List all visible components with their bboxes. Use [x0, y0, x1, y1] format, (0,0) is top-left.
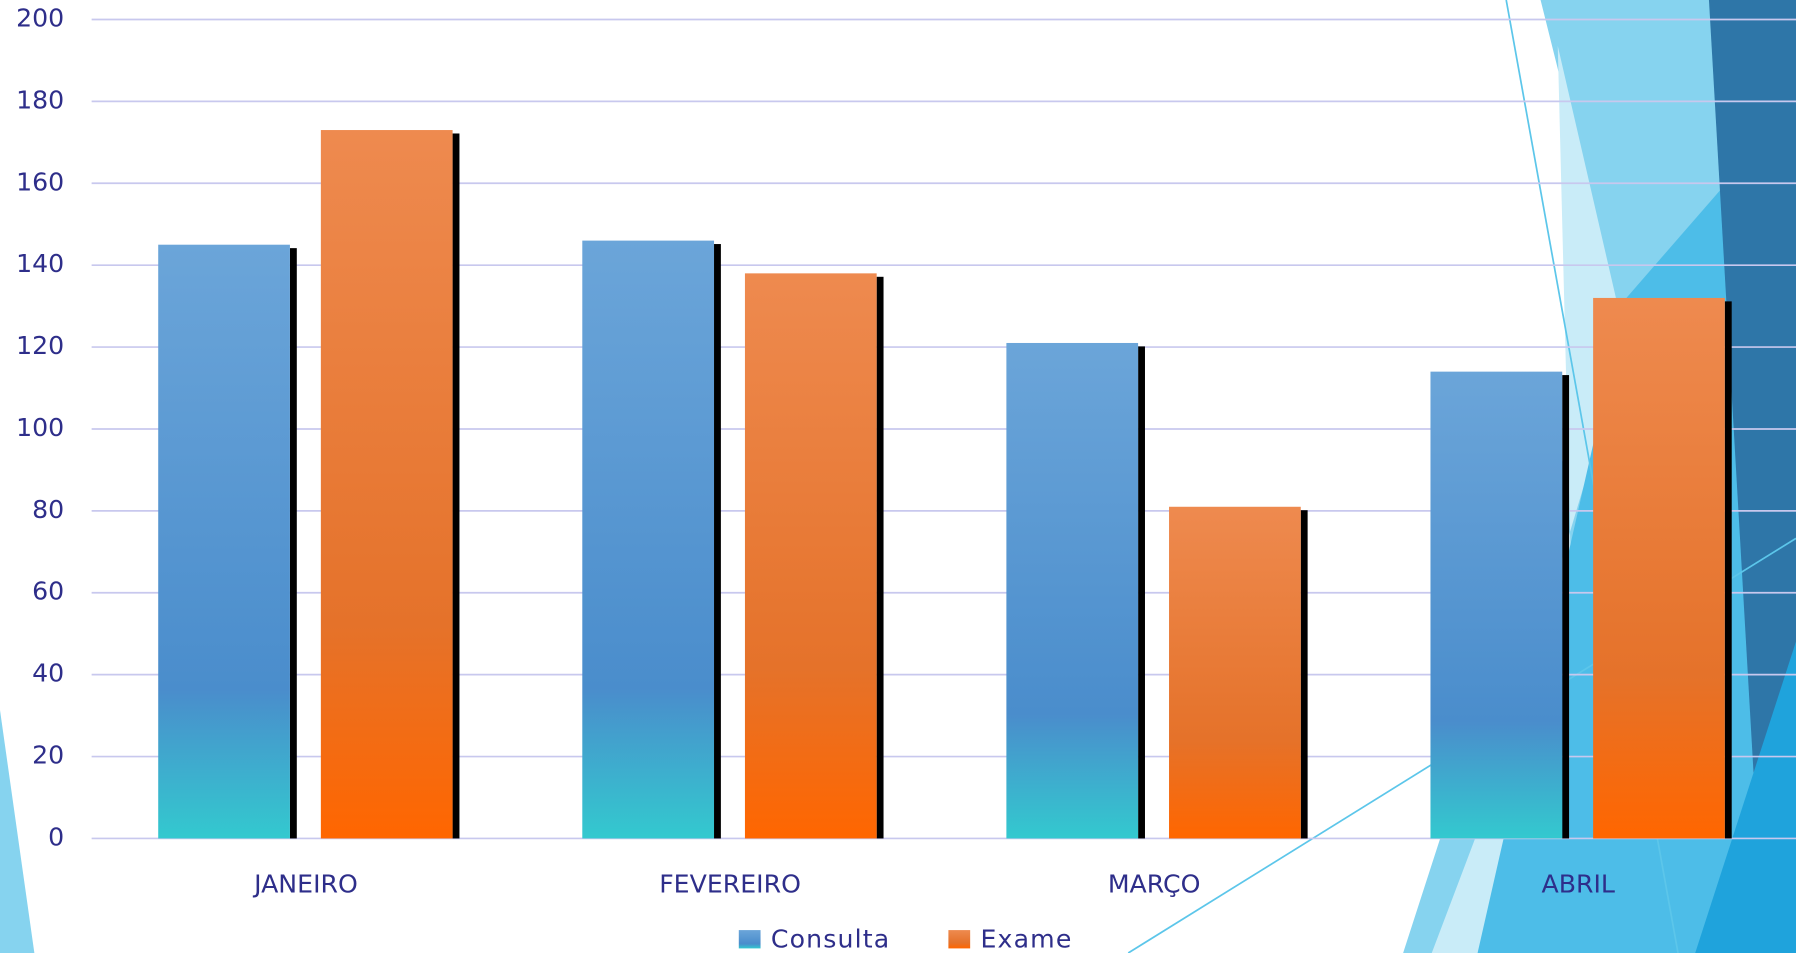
y-tick-label: 60: [32, 577, 64, 606]
bar: [1006, 342, 1139, 839]
bar-shadow: [714, 244, 721, 839]
bar-shadow: [1138, 346, 1145, 839]
bar-shadow: [1300, 510, 1308, 839]
bar: [1593, 297, 1725, 839]
y-tick-label: 80: [32, 495, 64, 524]
legend-label: Consulta: [771, 924, 891, 953]
bar: [1169, 506, 1301, 839]
y-tick-label: 180: [16, 85, 64, 114]
y-tick-label: 0: [48, 822, 64, 851]
y-tick-label: 40: [32, 659, 64, 688]
legend-label: Exame: [980, 924, 1072, 953]
bar-shadow: [1724, 301, 1732, 839]
legend-swatch: [948, 930, 971, 949]
x-tick-label: MARÇO: [1108, 869, 1201, 898]
y-tick-label: 140: [16, 249, 64, 278]
x-tick-label: JANEIRO: [252, 869, 358, 898]
x-tick-label: ABRIL: [1541, 869, 1614, 898]
y-tick-label: 160: [16, 167, 64, 196]
x-tick-label: FEVEREIRO: [659, 869, 801, 898]
y-tick-label: 20: [32, 741, 64, 770]
bar-shadow: [1562, 375, 1570, 839]
bar: [320, 130, 453, 839]
plot-area: 0 20 40 60 80 100 120 140 160 180 200 JANEIRO FEVERE…: [16, 3, 1796, 953]
y-tick-label: 200: [16, 3, 64, 32]
bar: [158, 244, 290, 839]
bar-shadow: [876, 276, 884, 839]
bar-shadow: [452, 133, 460, 839]
bar-shadow: [289, 248, 297, 839]
bar: [1430, 371, 1563, 839]
bar: [582, 240, 715, 839]
y-tick-label: 100: [16, 413, 64, 442]
bar: [744, 273, 877, 839]
legend-swatch: [738, 930, 761, 949]
y-tick-label: 120: [16, 331, 64, 360]
